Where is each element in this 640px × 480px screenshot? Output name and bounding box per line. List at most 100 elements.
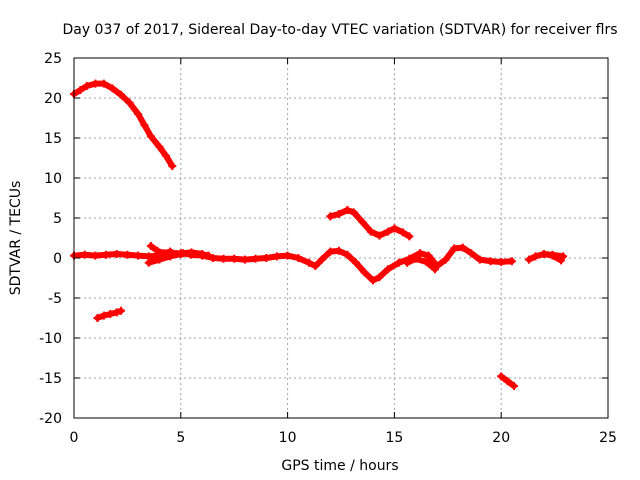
plus-marker xyxy=(326,212,335,221)
plus-marker xyxy=(134,251,143,260)
plus-marker xyxy=(507,257,516,266)
plus-marker xyxy=(441,255,450,264)
plus-marker xyxy=(411,254,420,263)
plus-marker xyxy=(416,249,425,258)
plus-marker xyxy=(99,79,108,88)
plus-marker xyxy=(503,377,512,386)
series-arc-7 xyxy=(403,254,439,274)
plus-marker xyxy=(134,110,143,118)
plus-marker xyxy=(405,232,414,241)
grid xyxy=(74,58,608,418)
plus-marker xyxy=(394,258,403,267)
x-tick-label: 15 xyxy=(385,430,403,446)
plus-marker xyxy=(82,82,91,90)
series-arc-5 xyxy=(144,250,185,267)
y-axis-label: SDTVAR / TECUs xyxy=(8,181,24,296)
plus-marker xyxy=(187,248,196,257)
plus-marker xyxy=(112,250,121,258)
plus-marker xyxy=(398,228,407,237)
x-tick-label: 10 xyxy=(279,430,297,446)
plus-marker xyxy=(112,308,121,317)
plus-marker xyxy=(144,258,153,267)
plus-marker xyxy=(351,258,360,267)
plus-marker xyxy=(116,90,125,99)
plus-marker xyxy=(422,258,431,266)
series-arc-1 xyxy=(70,79,177,170)
plus-marker xyxy=(219,254,228,263)
plus-marker xyxy=(539,250,548,258)
y-tick-label: -20 xyxy=(39,411,62,427)
plus-marker xyxy=(311,262,320,270)
plus-marker xyxy=(93,314,102,322)
plus-marker xyxy=(531,252,540,261)
plus-marker xyxy=(430,265,439,274)
plus-marker xyxy=(116,306,125,315)
plus-marker xyxy=(486,257,495,266)
plus-marker xyxy=(383,227,392,236)
plus-marker xyxy=(475,255,484,264)
plus-marker xyxy=(343,250,352,259)
plus-marker xyxy=(91,79,100,88)
plus-marker xyxy=(153,246,162,255)
plus-marker xyxy=(140,121,149,130)
y-tick-label: 5 xyxy=(53,211,62,227)
plus-marker xyxy=(230,254,239,263)
series-band xyxy=(71,244,515,284)
y-tick-label: 25 xyxy=(44,51,62,67)
plus-marker xyxy=(99,311,108,320)
series-arc-2 xyxy=(93,306,125,322)
plus-marker xyxy=(450,244,459,253)
series-band xyxy=(404,255,438,273)
plot-frame xyxy=(73,57,609,419)
plus-marker xyxy=(161,151,170,160)
plus-marker xyxy=(366,227,375,236)
plus-marker xyxy=(251,254,260,263)
plus-marker xyxy=(125,98,134,107)
plus-marker xyxy=(80,250,89,259)
series-arc-8 xyxy=(497,372,519,390)
plus-marker xyxy=(76,86,85,94)
plus-marker xyxy=(176,250,185,258)
plus-marker xyxy=(360,268,369,277)
plus-marker xyxy=(240,255,249,264)
y-tick-label: 0 xyxy=(53,251,62,267)
plus-marker xyxy=(369,276,378,285)
plus-marker xyxy=(467,249,476,258)
plus-marker xyxy=(102,250,111,259)
x-tick-label: 5 xyxy=(176,430,185,446)
plus-marker xyxy=(108,84,117,93)
plus-marker xyxy=(510,382,519,390)
series-arc-6 xyxy=(326,206,414,241)
plus-marker xyxy=(272,252,281,261)
plus-marker xyxy=(155,255,164,264)
axis-ticks: 0 5 10 15 20 25 -20 -15 -10 -5 0 5 10 15 20 25 xyxy=(39,51,617,446)
plus-marker xyxy=(155,142,164,151)
plus-marker xyxy=(304,258,313,267)
x-axis-label: GPS time / hours xyxy=(281,458,398,474)
plus-marker xyxy=(497,372,506,381)
plus-marker xyxy=(106,310,115,318)
plus-marker xyxy=(334,246,343,255)
y-tick-label: -5 xyxy=(48,291,62,307)
plus-marker xyxy=(375,231,384,240)
plus-marker xyxy=(358,218,367,226)
plus-marker xyxy=(168,162,177,170)
series-band xyxy=(145,251,184,266)
plus-marker xyxy=(390,224,399,233)
chart-title: Day 037 of 2017, Sidereal Day-to-day VTE… xyxy=(62,22,617,38)
plus-marker xyxy=(497,258,506,266)
y-tick-label: 20 xyxy=(44,91,62,107)
plus-marker xyxy=(458,243,467,252)
plus-marker xyxy=(204,251,213,260)
y-tick-label: 10 xyxy=(44,171,62,187)
plus-marker xyxy=(294,254,303,262)
plus-marker xyxy=(383,265,392,274)
plus-marker xyxy=(91,251,100,260)
plus-marker xyxy=(403,258,412,267)
plus-marker xyxy=(524,255,533,264)
x-tick-label: 25 xyxy=(599,430,617,446)
plus-marker xyxy=(375,273,384,282)
plus-marker xyxy=(198,250,207,258)
